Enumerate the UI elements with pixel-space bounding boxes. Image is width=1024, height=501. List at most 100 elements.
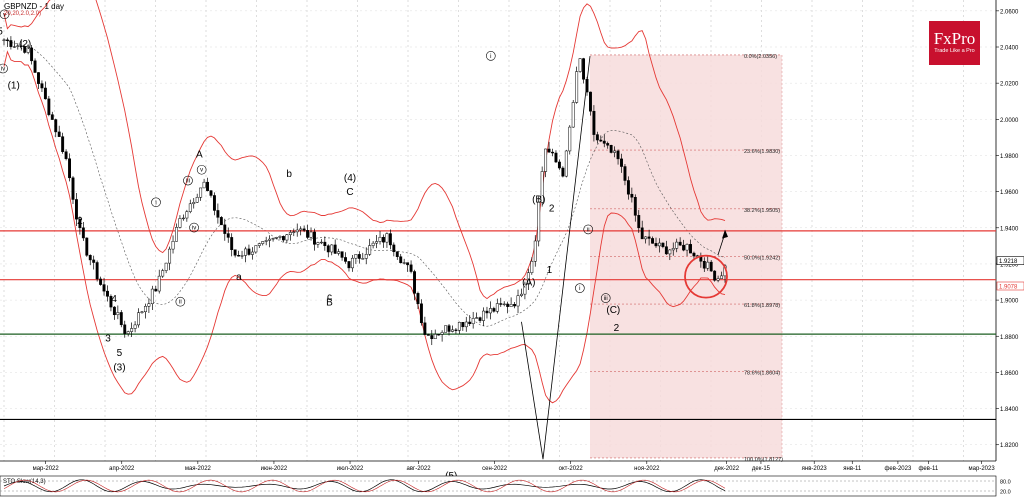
candle-body — [523, 283, 527, 295]
wave-label: iii — [604, 296, 608, 302]
candle-body — [568, 126, 572, 152]
candle-body — [537, 202, 541, 242]
candle-body — [651, 238, 655, 244]
x-tick-label: дек-2022 — [714, 466, 739, 472]
candle-body — [316, 242, 320, 245]
wave-label: (A) — [522, 278, 535, 289]
x-tick-label: мар-2023 — [969, 466, 996, 472]
candle-body — [426, 334, 430, 336]
candle-body — [81, 227, 85, 239]
candle-body — [554, 152, 558, 163]
candle-body — [199, 187, 203, 198]
candle-body — [444, 325, 448, 333]
candle-body — [485, 310, 489, 314]
time-axis: мар-2022 апр-2022 мая-2022 июн-2022 июл-2022… — [33, 461, 996, 472]
candle-body — [99, 278, 103, 285]
bollinger-lower — [3, 50, 726, 404]
fibonacci-zone: 0.0%(2.0356) 23.6%(1.9830) 38.2%(1.9505) 50… — [590, 54, 783, 463]
x-tick-label: фев-2023 — [885, 466, 912, 472]
candle-body — [154, 288, 158, 292]
candle-body — [85, 237, 89, 256]
candle-body — [464, 321, 468, 328]
x-tick-label: мая-2022 — [185, 466, 212, 472]
candle-body — [119, 312, 123, 326]
candle-body — [623, 166, 627, 181]
wave-label-circle — [196, 164, 207, 175]
wave-label: i — [155, 200, 156, 206]
candle-body — [540, 171, 544, 203]
candle-body — [506, 303, 510, 307]
candle-body — [230, 237, 234, 250]
candle-body — [195, 197, 199, 203]
candle-body — [157, 275, 161, 292]
candle-body — [571, 102, 575, 128]
candle-body — [520, 293, 523, 296]
x-tick-label: сен-2022 — [482, 466, 508, 472]
candle-body — [613, 150, 617, 153]
candle-body — [37, 72, 40, 84]
projection-arrow-head — [722, 229, 728, 239]
candle-body — [361, 258, 365, 260]
candle-body — [492, 308, 496, 312]
candle-body — [47, 98, 51, 115]
candle-body — [126, 331, 130, 334]
wave-label: (B) — [532, 194, 545, 205]
candle-body — [706, 261, 710, 269]
candle-body — [233, 249, 237, 256]
candle-body — [630, 193, 634, 198]
x-tick-label: мар-2022 — [33, 466, 60, 472]
candle-body — [219, 217, 223, 226]
x-tick-label: июл-2022 — [337, 466, 364, 472]
stochastic-level-label: 80.0 — [1000, 480, 1011, 486]
y-tick-label: 1.9000 — [1000, 299, 1019, 305]
candle-body — [589, 91, 592, 112]
candle-body — [344, 257, 347, 262]
candle-body — [281, 236, 285, 241]
candle-body — [578, 58, 582, 72]
candle-body — [185, 211, 189, 219]
wave-label: C — [346, 187, 353, 198]
wave-label: ii — [179, 300, 182, 306]
candle-body — [716, 278, 720, 281]
wave-label: i — [490, 54, 491, 60]
candle-body — [416, 293, 420, 305]
wave-label: a — [236, 272, 242, 283]
candle-body — [413, 271, 416, 294]
stochastic-level-label: 20.0 — [1000, 490, 1011, 496]
candle-body — [620, 158, 623, 167]
candle-body — [513, 304, 517, 307]
fibonacci-level-label: 38.2%(1.9505) — [744, 208, 780, 214]
candle-body — [23, 46, 27, 53]
candle-body — [692, 252, 696, 257]
candle-body — [402, 262, 406, 264]
candle-body — [661, 242, 665, 247]
candle-body — [347, 261, 351, 269]
candle-body — [71, 177, 75, 200]
y-tick-label: 1.8600 — [1000, 371, 1019, 377]
wave-label: (3) — [113, 363, 125, 374]
candle-body — [288, 232, 292, 236]
wave-label-circle — [151, 197, 161, 208]
bollinger-upper — [3, 0, 726, 300]
candle-body — [350, 257, 354, 269]
candle-body — [368, 245, 372, 255]
wave-label: c — [327, 292, 332, 303]
candle-body — [209, 190, 213, 196]
bollinger-bands — [3, 0, 726, 404]
candle-body — [626, 180, 630, 195]
candle-body — [323, 241, 327, 246]
candle-body — [164, 262, 168, 271]
candle-body — [171, 241, 175, 250]
wave-label: 4 — [111, 294, 117, 305]
wave-label: 5 — [0, 26, 3, 37]
candle-body — [682, 244, 686, 251]
candle-body — [499, 303, 503, 305]
candle-body — [357, 254, 361, 259]
candle-body — [2, 39, 6, 41]
candle-body — [212, 195, 216, 211]
candle-body — [237, 255, 241, 257]
stochastic-k-line — [3, 479, 726, 493]
candle-body — [599, 139, 603, 142]
price-axis: 2.0600 2.0400 2.0200 2.0000 1.9800 1.9600 1.94… — [996, 9, 1024, 449]
candle-body — [654, 243, 658, 247]
